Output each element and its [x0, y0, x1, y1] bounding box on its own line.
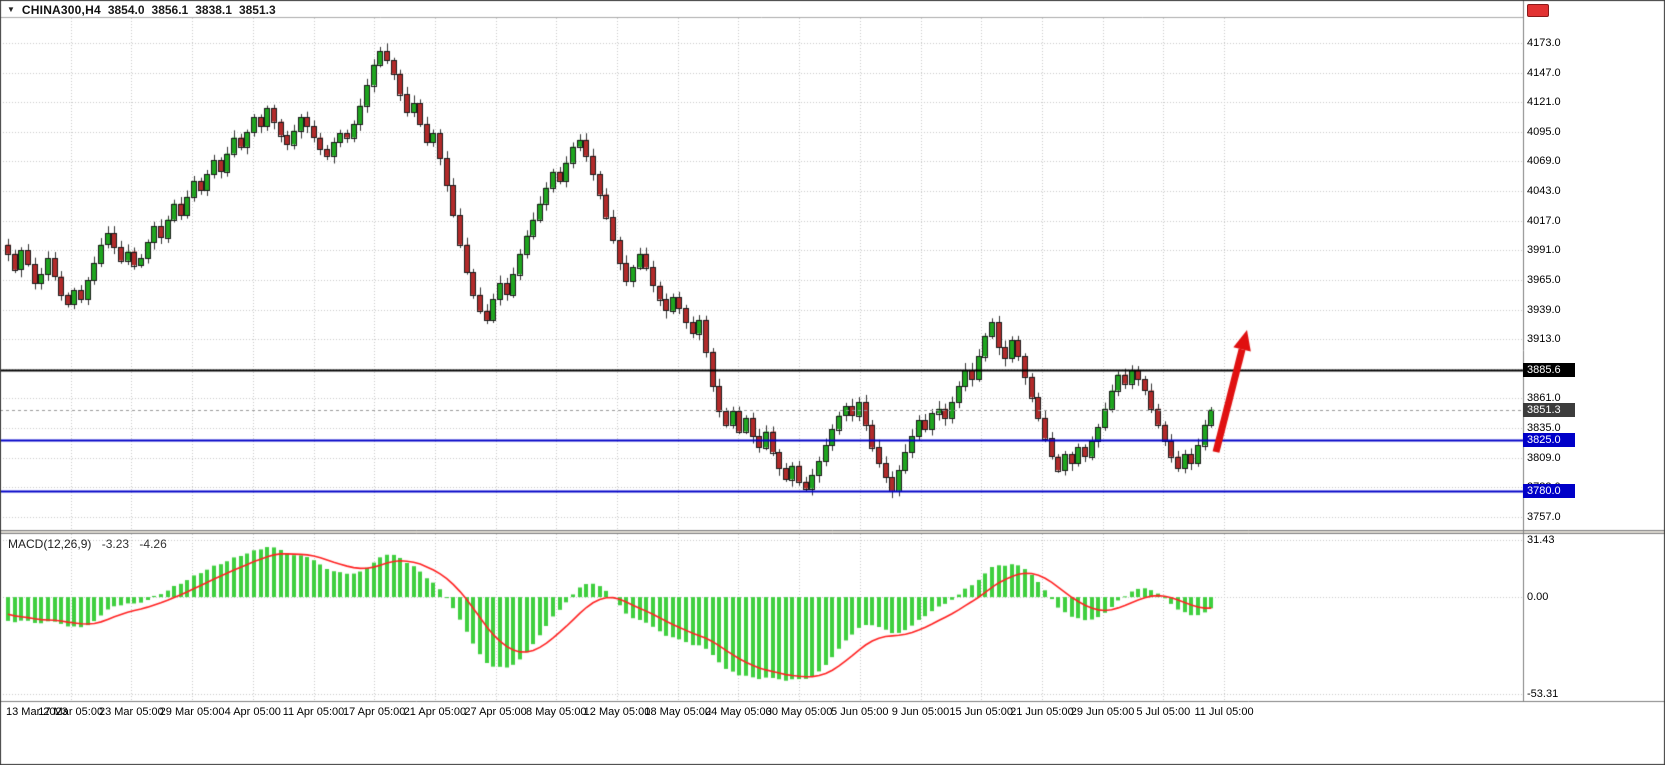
time-tick-label: 11 Apr 05:00: [282, 706, 345, 718]
time-tick-label: 23 Mar 05:00: [98, 706, 164, 718]
price-level-badge: 3825.0: [1523, 432, 1575, 447]
price-tick-label: 3991.0: [1527, 244, 1561, 257]
price-tick-label: 3835.0: [1527, 422, 1561, 435]
symbol-label: CHINA300,H4: [21, 3, 101, 17]
ohlc-open: 3854.0: [107, 3, 145, 17]
price-tick-label: 3965.0: [1527, 273, 1561, 286]
time-tick-label: 21 Apr 05:00: [403, 706, 467, 718]
time-tick-label: 21 Jun 05:00: [1010, 706, 1074, 718]
time-tick-label: 8 May 05:00: [526, 706, 587, 718]
price-tick-label: 3913.0: [1527, 333, 1561, 346]
time-tick-label: 4 Apr 05:00: [224, 706, 281, 718]
time-tick-label: 11 Jul 05:00: [1194, 706, 1254, 718]
time-tick-label: 15 Jun 05:00: [949, 706, 1013, 718]
price-tick-label: 4069.0: [1527, 155, 1561, 168]
price-level-badge: 3851.3: [1523, 402, 1575, 417]
scroll-marker-icon: [1527, 4, 1549, 17]
ohlc-high: 3856.1: [151, 3, 189, 17]
time-tick-label: 24 May 05:00: [705, 706, 772, 718]
time-tick-label: 13 Mar 2023: [6, 706, 68, 718]
price-tick-label: 3757.0: [1527, 510, 1561, 523]
time-tick-label: 5 Jun 05:00: [831, 706, 889, 718]
time-tick-label: 30 May 05:00: [765, 706, 833, 718]
time-tick-label: 5 Jul 05:00: [1136, 706, 1191, 718]
price-tick-label: 3861.0: [1527, 392, 1561, 405]
ohlc-low: 3838.1: [195, 3, 232, 17]
time-tick-label: 17 Mar 05:00: [38, 706, 104, 718]
price-tick-label: 4147.0: [1527, 66, 1561, 79]
macd-indicator-label: MACD(12,26,9) -3.23 -4.26: [8, 537, 167, 551]
macd-tick-label: 31.43: [1527, 534, 1555, 546]
price-tick-label: 4043.0: [1527, 185, 1561, 198]
time-tick-label: 27 Apr 05:00: [464, 706, 527, 718]
price-tick-label: 4173.0: [1527, 37, 1561, 49]
time-tick-label: 9 Jun 05:00: [891, 706, 950, 718]
price-tick-label: 4121.0: [1527, 96, 1561, 109]
symbol-dropdown-icon[interactable]: ▼: [7, 5, 15, 14]
time-axis[interactable]: 13 Mar 2023 17 Mar 05:00 23 Mar 05:00 29 Ma…: [0, 701, 1665, 735]
macd-tick-label: 0.00: [1527, 591, 1549, 604]
time-tick-label: 18 May 05:00: [644, 706, 712, 718]
time-tick-label: 12 May 05:00: [583, 706, 651, 718]
ohlc-close: 3851.3: [238, 3, 276, 17]
macd-main-value: -3.23: [101, 537, 130, 551]
price-tick-label: 4095.0: [1527, 125, 1561, 138]
macd-signal-value: -4.26: [139, 537, 167, 551]
time-tick-label: 29 Jun 05:00: [1070, 706, 1135, 718]
price-tick-label: 4017.0: [1527, 214, 1561, 227]
chart-title: ▼ CHINA300,H4 3854.0 3856.1 3838.1 3851.…: [7, 3, 276, 17]
price-axis[interactable]: 4173.0 4147.0 4121.0 4095.0 4069.0 4043.0 4017…: [1523, 0, 1665, 701]
price-tick-label: 3939.0: [1527, 303, 1561, 316]
price-tick-label: 3809.0: [1527, 451, 1561, 464]
price-level-badge: 3780.0: [1523, 483, 1575, 498]
time-tick-label: 29 Mar 05:00: [159, 706, 225, 718]
macd-name: MACD(12,26,9): [8, 537, 92, 551]
time-tick-label: 17 Apr 05:00: [342, 706, 406, 718]
macd-tick-label: -53.31: [1527, 688, 1559, 700]
macd-axis: 31.43 0.00 -53.31: [1523, 530, 1665, 701]
price-level-badge: 3885.6: [1523, 363, 1575, 378]
